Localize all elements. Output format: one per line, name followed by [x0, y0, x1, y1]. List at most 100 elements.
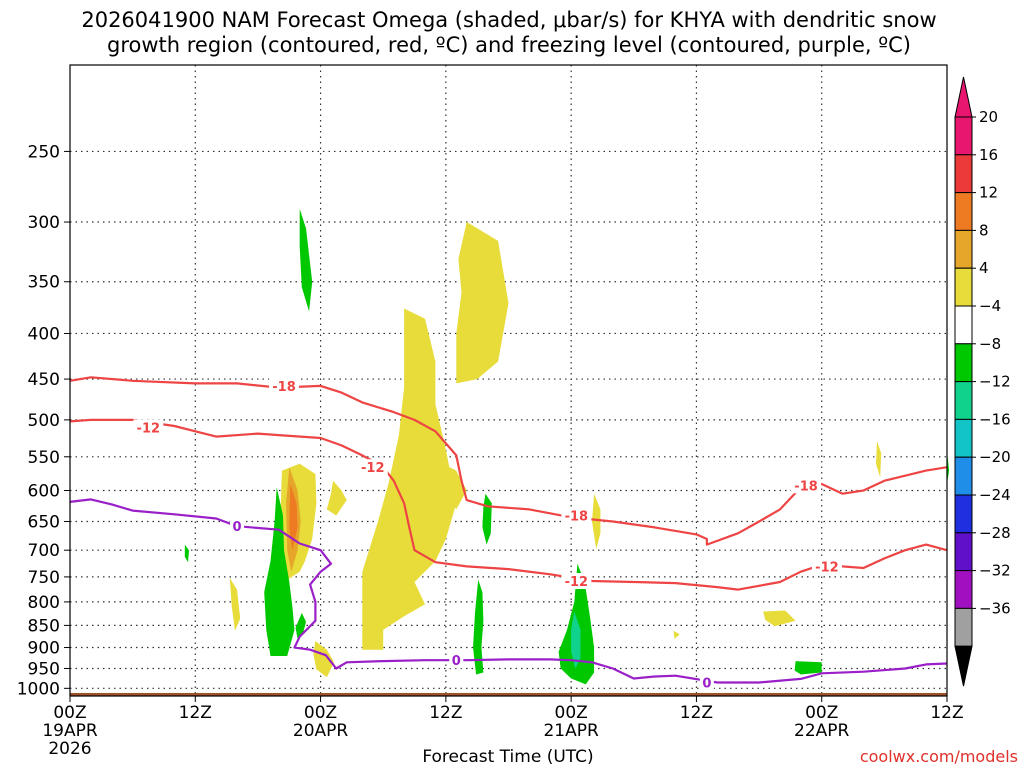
colorbar-top-arrow: [954, 76, 973, 118]
omega-shaded-area: [295, 612, 306, 639]
x-tick-label: 12Z: [680, 703, 713, 723]
colorbar-label: 20: [979, 108, 998, 126]
contour-line: [69, 376, 948, 546]
colorbar-bottom-arrow: [954, 645, 973, 687]
colorbar-segment: [954, 381, 973, 420]
y-tick-label: 700: [28, 541, 60, 561]
contour-label-bg: [357, 459, 388, 476]
omega-shaded-area: [289, 484, 298, 551]
contour-label: -18: [794, 479, 818, 494]
omega-shaded-area: [435, 460, 467, 510]
omega-shaded-area: [313, 641, 335, 678]
omega-shaded-area: [592, 493, 601, 550]
omega-shaded-area: [229, 577, 241, 631]
x-tick-label: 12Z: [179, 703, 212, 723]
contour-label: 0: [702, 676, 711, 691]
y-tick-label: 550: [28, 448, 60, 468]
contour-label: -12: [137, 422, 161, 437]
contour-label: -18: [565, 509, 589, 524]
omega-shaded-area: [264, 487, 295, 656]
y-tick-label: 1000: [17, 679, 60, 699]
plot-area: -18 -18 -18 -12 -12 -12 -12 0 0 0: [69, 64, 950, 697]
y-tick-label: 450: [28, 370, 60, 390]
omega-shaded-area: [876, 441, 882, 478]
colorbar-label: −20: [979, 448, 1011, 466]
colorbar-label: 16: [979, 146, 998, 164]
omega-shaded-area: [456, 222, 509, 384]
colorbar-label: −36: [979, 599, 1011, 617]
colorbar-segment: [954, 494, 973, 534]
colorbar-segment: [954, 343, 973, 383]
y-tick-label: 300: [28, 213, 60, 233]
colorbar-segment: [954, 607, 973, 647]
plot-frame: [69, 64, 948, 697]
omega-shaded-area: [326, 480, 347, 516]
omega-shaded-area: [184, 544, 189, 563]
y-tick-label: 400: [28, 324, 60, 344]
omega-shaded-area: [362, 308, 457, 650]
colorbar-segment: [954, 116, 973, 156]
contour-label-bg: [561, 573, 592, 590]
colorbar-label: −16: [979, 410, 1011, 428]
contour-label-bg: [133, 419, 164, 436]
contour-label: -12: [565, 575, 589, 590]
x-tick-date-label: 21APR: [543, 721, 599, 741]
x-tick-label: 00Z: [555, 703, 588, 723]
x-tick-label: 00Z: [805, 703, 838, 723]
y-tick-label: 650: [28, 512, 60, 532]
omega-shaded-area: [763, 610, 796, 627]
colorbar-label: −28: [979, 524, 1011, 542]
omega-shaded-area: [299, 208, 313, 312]
contour-label: -12: [815, 560, 839, 575]
y-tick-label: 950: [28, 659, 60, 679]
y-tick-label: 500: [28, 411, 60, 431]
contour-label-bg: [699, 674, 714, 691]
colorbar-label: −32: [979, 562, 1011, 580]
y-axis: 250 300 350 400 450 500 550 600 650 700 750 800 850 9…: [17, 142, 70, 699]
y-tick-label: 800: [28, 593, 60, 613]
x-tick-date-label: 19APR: [42, 721, 98, 741]
y-tick-label: 250: [28, 142, 60, 162]
colorbar-segment: [954, 305, 973, 345]
colorbar-segment: [954, 192, 973, 231]
y-tick-label: 900: [28, 639, 60, 659]
colorbar-segment: [954, 154, 973, 194]
contour-label-bg: [269, 377, 300, 394]
x-tick-label: 12Z: [930, 703, 963, 723]
colorbar-segment: [954, 570, 973, 609]
y-tick-label: 350: [28, 273, 60, 293]
y-tick-label: 750: [28, 568, 60, 588]
colorbar-segment: [954, 267, 973, 307]
colorbar-label: −12: [979, 373, 1011, 391]
x-tick-label: 00Z: [53, 703, 86, 723]
contour-label-bg: [230, 518, 245, 535]
omega-shaded-area: [673, 630, 680, 639]
contour-label: -12: [361, 461, 385, 476]
colorbar-label: 12: [979, 184, 998, 202]
colorbar-segment: [954, 229, 973, 269]
colorbar-segment: [954, 532, 973, 572]
colorbar-segment: [954, 418, 973, 458]
contour-label: 0: [233, 520, 242, 535]
contour-label: 0: [452, 654, 461, 669]
chart-title-line1: 2026041900 NAM Forecast Omega (shaded, μ…: [81, 8, 936, 32]
colorbar-segment: [954, 456, 973, 496]
omega-shaded-area: [794, 661, 822, 675]
terrain-ground: [70, 692, 947, 696]
omega-shaded-area: [571, 611, 581, 669]
x-tick-label: 12Z: [429, 703, 462, 723]
colorbar-label: 4: [979, 259, 989, 277]
colorbar-label: −8: [979, 335, 1001, 353]
x-tick-date-label: 22APR: [794, 721, 850, 741]
contour-label-bg: [561, 507, 592, 524]
contour-label: -18: [272, 380, 296, 395]
colorbar-label: 8: [979, 221, 989, 239]
y-tick-label: 600: [28, 481, 60, 501]
credit-text: coolwx.com/models: [860, 747, 1018, 766]
x-axis-label: Forecast Time (UTC): [422, 747, 593, 767]
contour-label-bg: [791, 477, 822, 494]
contour-line: [69, 418, 948, 591]
omega-shaded-area: [473, 579, 484, 675]
